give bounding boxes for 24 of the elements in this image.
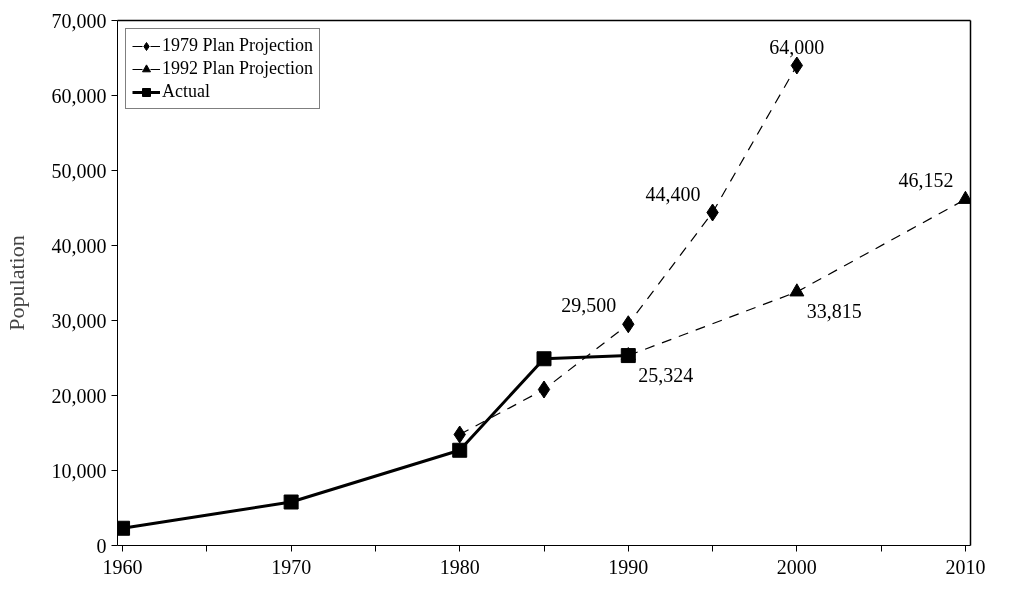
legend-label: 1979 Plan Projection bbox=[162, 35, 313, 56]
data-label: 46,152 bbox=[898, 169, 954, 192]
data-label: 25,324 bbox=[638, 363, 694, 386]
x-tick-label: 1980 bbox=[439, 555, 480, 578]
y-tick-label: 40,000 bbox=[51, 234, 107, 257]
y-tick-label: 0 bbox=[96, 534, 107, 557]
legend-label: 1992 Plan Projection bbox=[162, 58, 313, 79]
x-tick-label: 1960 bbox=[102, 555, 143, 578]
data-label: 44,400 bbox=[645, 182, 701, 205]
data-label: 29,500 bbox=[561, 294, 617, 317]
data-label: 64,000 bbox=[769, 35, 825, 58]
x-tick-label: 1970 bbox=[271, 555, 312, 578]
y-tick-label: 60,000 bbox=[51, 84, 107, 107]
y-tick-label: 70,000 bbox=[51, 9, 107, 32]
y-tick-label: 30,000 bbox=[51, 309, 107, 332]
data-label: 33,815 bbox=[806, 299, 862, 322]
y-tick-label: 20,000 bbox=[51, 384, 107, 407]
x-tick-label: 2000 bbox=[776, 555, 817, 578]
y-tick-label: 10,000 bbox=[51, 459, 107, 482]
legend-label: Actual bbox=[162, 81, 210, 102]
x-tick-label: 1990 bbox=[608, 555, 649, 578]
y-axis-title: Population bbox=[3, 235, 29, 331]
y-tick-label: 50,000 bbox=[51, 159, 107, 182]
x-tick-label: 2010 bbox=[945, 555, 986, 578]
